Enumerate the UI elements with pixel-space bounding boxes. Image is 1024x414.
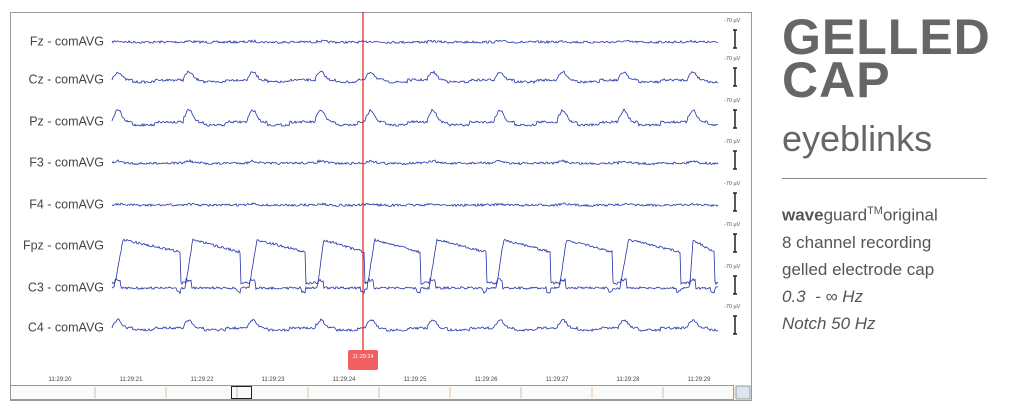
channel-label: Fpz - comAVG xyxy=(23,238,104,252)
channel-label: C3 - comAVG xyxy=(28,280,104,294)
eeg-trace xyxy=(111,277,719,295)
eeg-trace xyxy=(111,318,719,333)
brand-suffix: original xyxy=(882,205,938,225)
scale-label: -70 µV xyxy=(724,18,741,24)
channel-label: F4 - comAVG xyxy=(29,197,104,211)
time-label: 11:29:26 xyxy=(475,377,499,383)
scroll-thumb[interactable] xyxy=(231,386,252,399)
scale-label: -70 µV xyxy=(724,98,741,104)
brand-tm: TM xyxy=(867,205,883,217)
scroll-button[interactable] xyxy=(735,385,751,400)
channel-label: Pz - comAVG xyxy=(29,114,104,128)
info-line: gelled electrode cap xyxy=(782,259,935,279)
time-label: 11:29:21 xyxy=(120,377,144,383)
eeg-trace xyxy=(111,237,719,286)
eeg-trace xyxy=(111,158,719,166)
eeg-trace xyxy=(111,39,719,45)
title: CAP xyxy=(782,52,891,108)
channel-label: F3 - comAVG xyxy=(29,155,104,169)
scale-bar xyxy=(733,109,737,129)
channel-label: Fz - comAVG xyxy=(30,34,104,48)
brand-bold: wave xyxy=(782,205,824,225)
eeg-trace xyxy=(111,108,719,128)
divider xyxy=(782,178,987,179)
scale-label: -70 µV xyxy=(724,139,741,145)
scale-bar xyxy=(733,275,737,295)
brand: waveguardTMoriginal xyxy=(782,198,938,229)
cursor-time: 11:29:24 xyxy=(352,354,373,360)
filter: 0.3 - ∞ Hz xyxy=(782,286,864,306)
frame xyxy=(10,12,752,401)
notch: Notch 50 Hz xyxy=(782,313,876,333)
scale-label: -70 µV xyxy=(724,304,741,310)
info-text: waveguardTMoriginal 8 channel recording … xyxy=(782,198,938,337)
channel-label: Cz - comAVG xyxy=(29,72,104,86)
time-label: 11:29:25 xyxy=(404,377,428,383)
eeg-trace xyxy=(111,202,719,208)
traces: Fz - comAVG -70 µV Cz - comAVG -70 µV Pz - c… xyxy=(23,18,741,335)
cursor-label-box[interactable] xyxy=(348,350,378,370)
scale-bar xyxy=(733,67,737,87)
title: GELLED xyxy=(782,9,991,65)
time-label: 11:29:20 xyxy=(49,377,73,383)
time-label: 11:29:29 xyxy=(688,377,712,383)
scale-bar xyxy=(733,29,737,49)
time-label: 11:29:23 xyxy=(262,377,286,383)
eeg-window: Fz - comAVG -70 µV Cz - comAVG -70 µV Pz - c… xyxy=(10,12,752,401)
scale-label: -70 µV xyxy=(724,56,741,62)
scrollbar[interactable] xyxy=(10,385,734,400)
time-label: 11:29:24 xyxy=(333,377,357,383)
channel-label: C4 - comAVG xyxy=(28,320,104,334)
eeg-trace xyxy=(111,70,719,84)
scale-bar xyxy=(733,233,737,253)
scale-label: -70 µV xyxy=(724,264,741,270)
brand-rest: guard xyxy=(823,205,868,225)
subtitle: eyeblinks xyxy=(782,118,933,159)
scale-label: -70 µV xyxy=(724,222,741,228)
scale-bar xyxy=(733,315,737,335)
scale-label: -70 µV xyxy=(724,181,741,187)
time-label: 11:29:22 xyxy=(191,377,215,383)
info-line: 8 channel recording xyxy=(782,232,932,252)
scale-bar xyxy=(733,150,737,170)
scale-bar xyxy=(733,192,737,212)
time-label: 11:29:27 xyxy=(546,377,570,383)
time-label: 11:29:28 xyxy=(617,377,641,383)
